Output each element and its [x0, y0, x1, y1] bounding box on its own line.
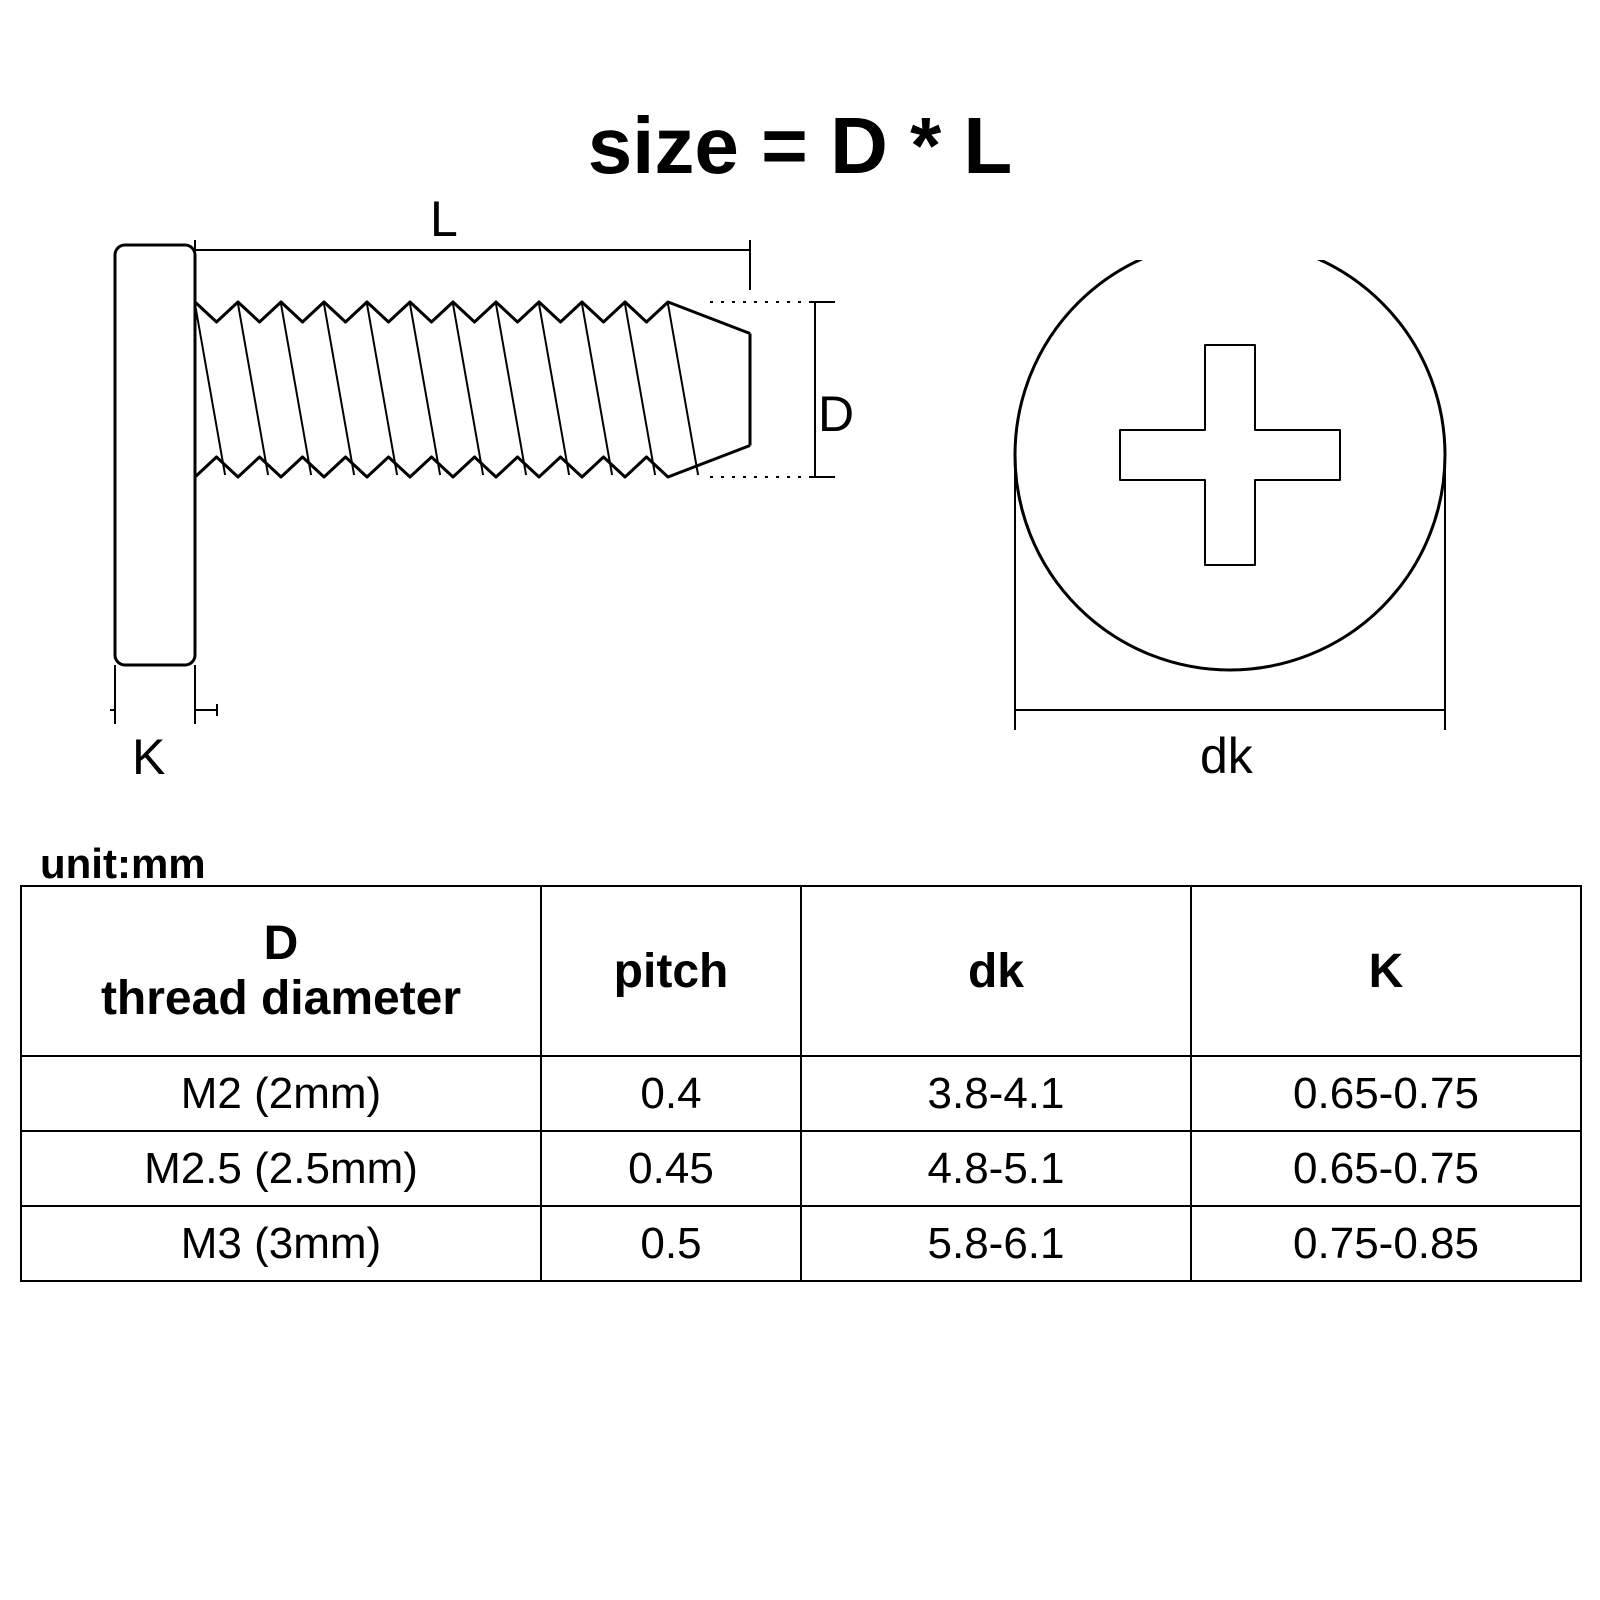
table-cell: M3 (3mm)	[21, 1206, 541, 1281]
table-cell: 4.8-5.1	[801, 1131, 1191, 1206]
table-cell: 3.8-4.1	[801, 1056, 1191, 1131]
spec-table: Dthread diameterpitchdkKM2 (2mm)0.43.8-4…	[20, 885, 1582, 1282]
table-cell: 0.65-0.75	[1191, 1131, 1581, 1206]
dim-label-k: K	[132, 728, 165, 786]
table-header: K	[1191, 886, 1581, 1056]
dim-label-d: D	[818, 385, 854, 443]
table-cell: 0.4	[541, 1056, 801, 1131]
page-title: size = D * L	[0, 100, 1600, 192]
screw-top-view	[960, 260, 1500, 800]
screw-side-view	[110, 225, 880, 765]
dim-label-dk: dk	[1200, 727, 1253, 785]
table-cell: 0.75-0.85	[1191, 1206, 1581, 1281]
table-cell: 5.8-6.1	[801, 1206, 1191, 1281]
table-cell: M2.5 (2.5mm)	[21, 1131, 541, 1206]
table-header: pitch	[541, 886, 801, 1056]
table-row: M2.5 (2.5mm)0.454.8-5.10.65-0.75	[21, 1131, 1581, 1206]
table-row: M3 (3mm)0.55.8-6.10.75-0.85	[21, 1206, 1581, 1281]
table-cell: M2 (2mm)	[21, 1056, 541, 1131]
table-header: dk	[801, 886, 1191, 1056]
table-cell: 0.5	[541, 1206, 801, 1281]
table-row: M2 (2mm)0.43.8-4.10.65-0.75	[21, 1056, 1581, 1131]
dim-label-l: L	[430, 190, 458, 248]
unit-label: unit:mm	[40, 840, 206, 888]
table-header: Dthread diameter	[21, 886, 541, 1056]
table-cell: 0.65-0.75	[1191, 1056, 1581, 1131]
table-cell: 0.45	[541, 1131, 801, 1206]
